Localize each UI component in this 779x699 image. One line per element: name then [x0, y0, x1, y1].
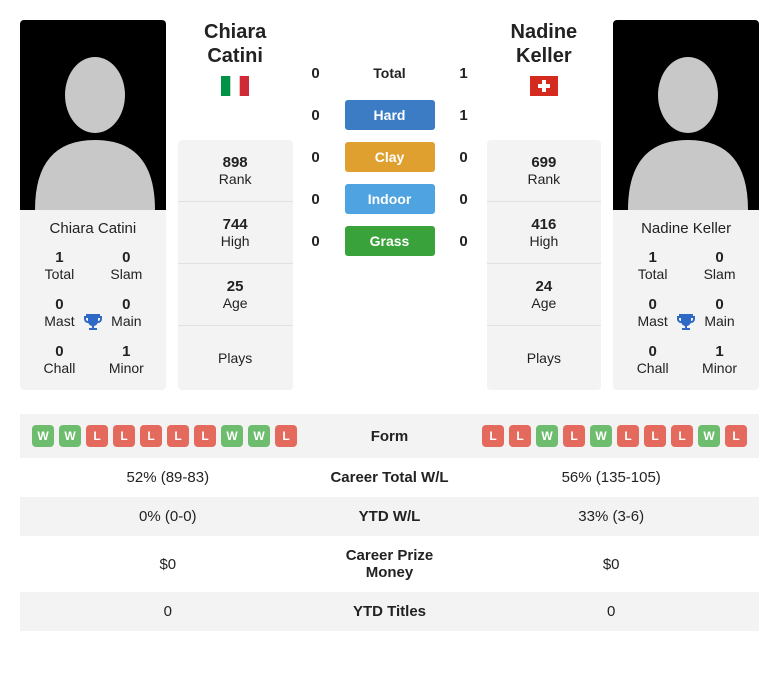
- title-chall: 0Chall: [26, 343, 93, 376]
- player-a-stats: 898Rank 744High 25Age Plays: [178, 140, 293, 390]
- info-table: WWLLLLLWWLFormLLWLWLLLWL52% (89-83)Caree…: [20, 414, 759, 631]
- stat-rank: 699Rank: [487, 140, 602, 202]
- info-row: 0YTD Titles0: [20, 592, 759, 631]
- h2h-surface-label[interactable]: Grass: [345, 226, 435, 256]
- info-row: WWLLLLLWWLFormLLWLWLLLWL: [20, 414, 759, 458]
- form-badge[interactable]: L: [275, 425, 297, 447]
- title-total: 1Total: [619, 249, 686, 282]
- info-value-b: 33% (3-6): [463, 497, 759, 536]
- player-b-titles: 1Total 0Slam 0Mast 0Main 0Chall 1Minor: [613, 243, 759, 390]
- form-badge[interactable]: L: [113, 425, 135, 447]
- info-value-a: 0: [20, 592, 316, 631]
- info-label: Form: [316, 414, 464, 458]
- info-value-b: $0: [463, 536, 759, 592]
- form-badge[interactable]: W: [536, 425, 558, 447]
- form-badge[interactable]: W: [59, 425, 81, 447]
- trophy-icon: [674, 311, 698, 340]
- form-badge[interactable]: L: [644, 425, 666, 447]
- h2h-row: 0 Grass 0: [305, 226, 475, 256]
- form-badge[interactable]: W: [590, 425, 612, 447]
- player-b-header-name[interactable]: Nadine Keller: [487, 20, 602, 68]
- h2h-row: 0 Clay 0: [305, 142, 475, 172]
- form-badge[interactable]: L: [482, 425, 504, 447]
- h2h-score-b: 0: [453, 149, 475, 166]
- form-badge[interactable]: L: [86, 425, 108, 447]
- h2h-score-b: 0: [453, 191, 475, 208]
- h2h-score-a: 0: [305, 65, 327, 82]
- h2h-score-a: 0: [305, 233, 327, 250]
- form-a: WWLLLLLWWL: [28, 425, 308, 447]
- form-badge[interactable]: L: [725, 425, 747, 447]
- stat-high: 744High: [178, 202, 293, 264]
- stat-age: 24Age: [487, 264, 602, 326]
- title-minor: 1Minor: [93, 343, 160, 376]
- form-badge[interactable]: L: [509, 425, 531, 447]
- title-total: 1Total: [26, 249, 93, 282]
- h2h-score-a: 0: [305, 149, 327, 166]
- switzerland-flag-icon: [530, 76, 558, 96]
- form-badge[interactable]: L: [167, 425, 189, 447]
- form-b: LLWLWLLLWL: [471, 425, 751, 447]
- player-b-stat-col: Nadine Keller 699Rank 416High 24Age Play…: [487, 20, 602, 390]
- h2h-score-a: 0: [305, 107, 327, 124]
- h2h-surface-label[interactable]: Clay: [345, 142, 435, 172]
- player-b-photo: [613, 20, 759, 210]
- info-value-a: 52% (89-83): [20, 458, 316, 497]
- info-label: YTD W/L: [316, 497, 464, 536]
- player-a-header-name[interactable]: Chiara Catini: [178, 20, 293, 68]
- trophy-icon: [81, 311, 105, 340]
- info-value-b: 56% (135-105): [463, 458, 759, 497]
- info-value-a: 0% (0-0): [20, 497, 316, 536]
- h2h-column: 0 Total 1 0 Hard 1 0 Clay 0 0 Indoor 0 0 Grass 0: [305, 20, 475, 256]
- h2h-score-b: 1: [453, 65, 475, 82]
- title-chall: 0Chall: [619, 343, 686, 376]
- title-slam: 0Slam: [93, 249, 160, 282]
- stat-plays: Plays: [487, 326, 602, 390]
- h2h-row: 0 Total 1: [305, 58, 475, 88]
- stat-high: 416High: [487, 202, 602, 264]
- info-value-a: $0: [20, 536, 316, 592]
- silhouette-icon: [25, 40, 165, 210]
- h2h-surface-label[interactable]: Hard: [345, 100, 435, 130]
- player-a-name[interactable]: Chiara Catini: [20, 210, 166, 243]
- h2h-score-b: 1: [453, 107, 475, 124]
- player-a-photo: [20, 20, 166, 210]
- form-badge[interactable]: W: [248, 425, 270, 447]
- info-row: 52% (89-83)Career Total W/L56% (135-105): [20, 458, 759, 497]
- player-a-titles: 1Total 0Slam 0Mast 0Main 0Chall 1Minor: [20, 243, 166, 390]
- silhouette-icon: [618, 40, 758, 210]
- form-badge[interactable]: L: [140, 425, 162, 447]
- h2h-row: 0 Indoor 0: [305, 184, 475, 214]
- info-label: Career Total W/L: [316, 458, 464, 497]
- h2h-surface-label[interactable]: Indoor: [345, 184, 435, 214]
- title-minor: 1Minor: [686, 343, 753, 376]
- h2h-surface-label: Total: [345, 58, 435, 88]
- info-value-b: 0: [463, 592, 759, 631]
- info-row: $0Career Prize Money$0: [20, 536, 759, 592]
- form-badge[interactable]: W: [698, 425, 720, 447]
- stat-rank: 898Rank: [178, 140, 293, 202]
- head-to-head-top: Chiara Catini 1Total 0Slam 0Mast 0Main 0…: [20, 20, 759, 390]
- info-label: YTD Titles: [316, 592, 464, 631]
- title-slam: 0Slam: [686, 249, 753, 282]
- stat-plays: Plays: [178, 326, 293, 390]
- player-a-stat-col: Chiara Catini 898Rank 744High 25Age Play…: [178, 20, 293, 390]
- form-badge[interactable]: W: [221, 425, 243, 447]
- player-b-name[interactable]: Nadine Keller: [613, 210, 759, 243]
- form-badge[interactable]: L: [563, 425, 585, 447]
- h2h-row: 0 Hard 1: [305, 100, 475, 130]
- h2h-score-b: 0: [453, 233, 475, 250]
- form-badge[interactable]: L: [194, 425, 216, 447]
- form-badge[interactable]: W: [32, 425, 54, 447]
- form-badge[interactable]: L: [617, 425, 639, 447]
- h2h-score-a: 0: [305, 191, 327, 208]
- stat-age: 25Age: [178, 264, 293, 326]
- form-badge[interactable]: L: [671, 425, 693, 447]
- player-b-card: Nadine Keller 1Total 0Slam 0Mast 0Main 0…: [613, 20, 759, 390]
- italy-flag-icon: [221, 76, 249, 96]
- info-row: 0% (0-0)YTD W/L33% (3-6): [20, 497, 759, 536]
- player-a-card: Chiara Catini 1Total 0Slam 0Mast 0Main 0…: [20, 20, 166, 390]
- player-b-stats: 699Rank 416High 24Age Plays: [487, 140, 602, 390]
- info-label: Career Prize Money: [316, 536, 464, 592]
